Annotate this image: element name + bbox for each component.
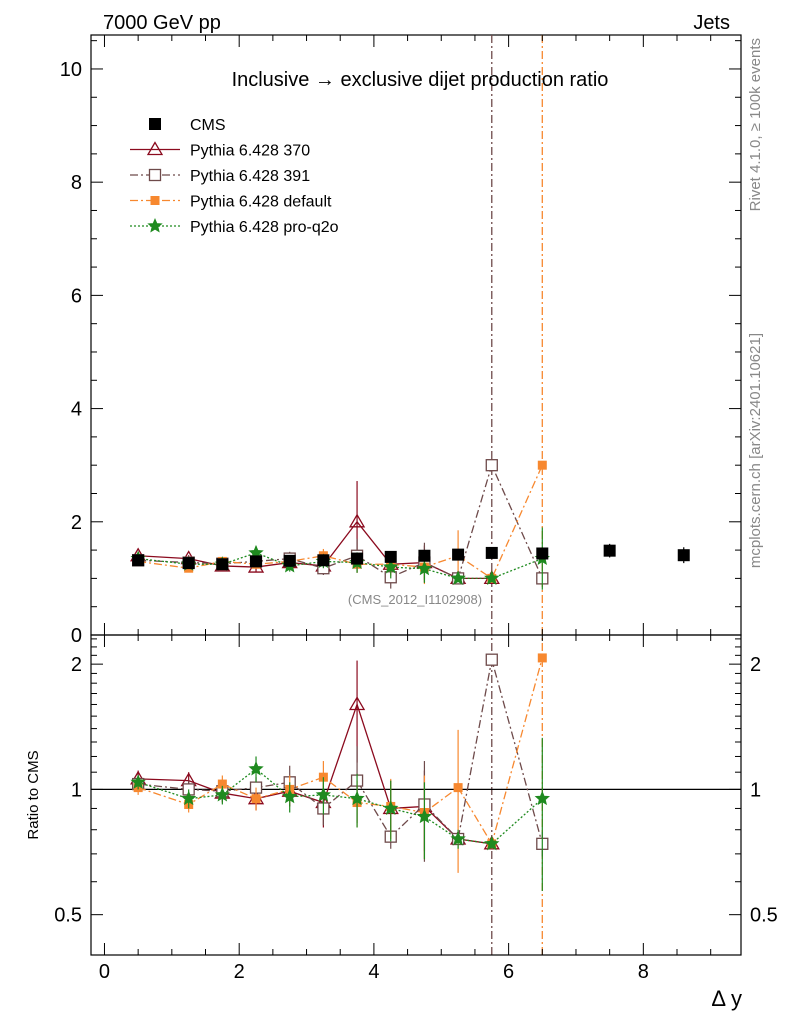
data-point — [130, 774, 146, 789]
data-point — [537, 460, 547, 470]
data-point — [453, 783, 463, 793]
legend-label: Pythia 6.428 default — [190, 194, 332, 211]
data-point — [250, 555, 263, 568]
series-line — [138, 702, 492, 845]
data-point — [283, 554, 296, 567]
legend-label: Pythia 6.428 391 — [190, 168, 310, 185]
y-tick-label: 2 — [71, 512, 82, 534]
data-point — [214, 786, 231, 802]
x-tick-label: 2 — [234, 961, 245, 983]
data-point — [536, 547, 549, 560]
ratio-y-axis-label: Ratio to CMS — [25, 750, 42, 839]
legend-label: Pythia 6.428 pro-q2o — [190, 219, 339, 236]
ratio-tick-label: 2 — [71, 654, 82, 676]
main-y-axis: 0 2 4 6 8 10 — [60, 40, 741, 647]
data-point — [132, 554, 145, 567]
y-tick-label: 10 — [60, 59, 82, 81]
data-point — [348, 696, 366, 711]
ratio-tick-label: 1 — [750, 779, 761, 801]
x-axis: 0 2 4 6 8 — [99, 35, 712, 983]
process-label: Jets — [693, 12, 730, 34]
ratio-tick-label: 1 — [71, 779, 82, 801]
data-point — [603, 544, 616, 557]
ratio-y-axis: 0.5 0.5 1 1 2 2 — [54, 638, 778, 956]
data-point — [217, 779, 227, 789]
data-point — [485, 653, 498, 666]
main-data-layer — [130, 35, 690, 955]
main-plot-panel: 0 2 4 6 8 10 Inclusive → exclusive dijet prod… — [60, 34, 742, 955]
x-tick-label: 0 — [99, 961, 110, 983]
data-point — [349, 790, 365, 806]
data-point — [383, 559, 399, 574]
data-point — [537, 653, 547, 663]
y-tick-label: 4 — [71, 399, 82, 421]
data-point — [484, 570, 500, 585]
ratio-plot-panel: 0.5 0.5 1 1 2 2 Ratio to CMS — [25, 634, 778, 956]
legend-marker — [147, 217, 163, 233]
data-point — [534, 790, 550, 806]
x-axis-label: Δ y — [711, 986, 742, 1011]
chart-title: Inclusive → exclusive dijet production r… — [232, 69, 609, 91]
data-point — [348, 513, 366, 528]
legend-marker — [146, 141, 164, 156]
data-point — [351, 552, 364, 565]
series-line — [137, 657, 543, 846]
data-point — [248, 760, 264, 776]
data-point — [282, 788, 298, 804]
data-point — [418, 549, 431, 562]
ratio-tick-label: 2 — [750, 654, 761, 676]
data-point — [383, 800, 399, 815]
data-point — [384, 550, 397, 563]
beam-energy-label: 7000 GeV pp — [103, 12, 221, 34]
ratio-data-layer — [130, 653, 550, 891]
data-point — [450, 830, 466, 846]
legend: CMS Pythia 6.428 370 Pythia 6.428 391 Pythi… — [130, 117, 339, 236]
main-plot-frame — [90, 34, 742, 636]
legend-marker — [149, 118, 161, 130]
ratio-tick-label: 0.5 — [54, 905, 82, 927]
legend-label: Pythia 6.428 370 — [190, 143, 310, 160]
legend-label: CMS — [190, 117, 226, 134]
y-tick-label: 0 — [71, 625, 82, 647]
mcplots-source-label: mcplots.cern.ch [arXiv:2401.10621] — [747, 333, 764, 568]
rivet-version-label: Rivet 4.1.0, ≥ 100k events — [747, 38, 764, 211]
data-point — [317, 554, 330, 567]
legend-marker — [150, 196, 160, 205]
analysis-id-label: (CMS_2012_I1102908) — [348, 592, 482, 607]
y-tick-label: 8 — [71, 172, 82, 194]
ratio-tick-label: 0.5 — [750, 905, 778, 927]
data-point — [315, 786, 331, 802]
legend-marker — [148, 168, 162, 182]
series-line — [137, 768, 543, 845]
ratio-plot-frame — [90, 634, 742, 956]
data-point — [450, 570, 466, 585]
y-tick-label: 6 — [71, 285, 82, 307]
x-tick-label: 6 — [503, 961, 514, 983]
data-point — [416, 560, 433, 576]
data-point — [181, 790, 197, 806]
data-point — [452, 548, 465, 561]
data-point — [485, 459, 498, 472]
data-point — [677, 549, 690, 562]
x-tick-label: 4 — [368, 961, 379, 983]
data-point — [416, 808, 433, 824]
data-point — [216, 558, 229, 571]
data-point — [182, 557, 195, 570]
x-tick-label: 8 — [638, 961, 649, 983]
data-point — [485, 546, 498, 559]
data-point — [251, 794, 261, 804]
series-line — [138, 552, 543, 580]
data-point — [484, 835, 500, 851]
